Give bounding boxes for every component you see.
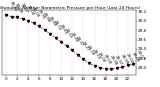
- Text: 29.04: 29.04: [97, 51, 106, 63]
- Text: 29.55: 29.55: [64, 28, 73, 39]
- Text: 28.97: 28.97: [114, 55, 123, 66]
- Text: 30.12: 30.12: [9, 1, 18, 12]
- Text: 28.99: 28.99: [119, 54, 128, 65]
- Text: 29.27: 29.27: [81, 41, 90, 52]
- Title: Milwaukee Weather Barometric Pressure per Hour (Last 24 Hours): Milwaukee Weather Barometric Pressure pe…: [0, 6, 140, 10]
- Text: 29.07: 29.07: [136, 50, 145, 62]
- Text: 30.09: 30.09: [14, 2, 23, 14]
- Text: 28.98: 28.98: [108, 54, 117, 66]
- Text: 29.80: 29.80: [48, 16, 57, 27]
- Text: 29.63: 29.63: [59, 24, 68, 35]
- Text: 30.00: 30.00: [31, 6, 40, 18]
- Text: 29.46: 29.46: [70, 32, 79, 43]
- Text: 29.10: 29.10: [92, 49, 101, 60]
- Text: 29.88: 29.88: [42, 12, 51, 24]
- Text: 29.00: 29.00: [103, 53, 112, 65]
- Text: 30.04: 30.04: [25, 4, 35, 16]
- Text: 29.05: 29.05: [131, 51, 140, 63]
- Text: 29.72: 29.72: [53, 19, 62, 31]
- Text: 29.18: 29.18: [86, 45, 95, 57]
- Text: 29.95: 29.95: [36, 9, 45, 20]
- Text: 29.02: 29.02: [125, 52, 134, 64]
- Text: 30.07: 30.07: [20, 3, 29, 15]
- Text: 29.37: 29.37: [75, 36, 84, 48]
